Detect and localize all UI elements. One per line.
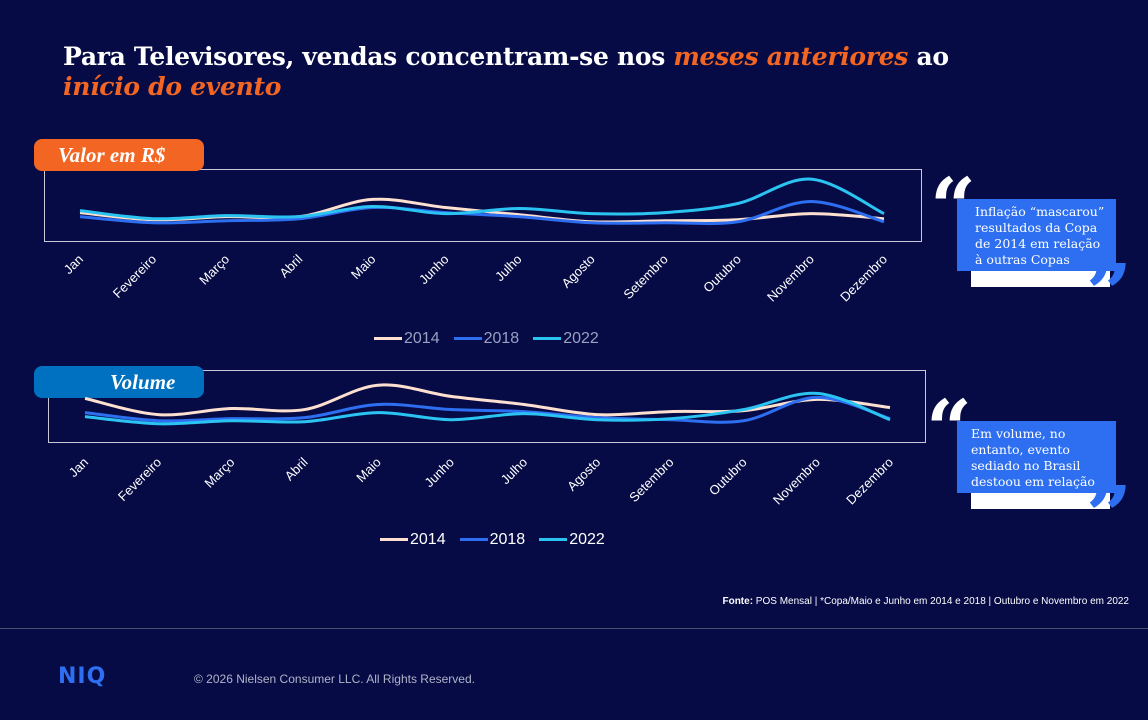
legend-label: 2018 xyxy=(489,531,526,548)
close-quote-icon: ” xyxy=(1086,468,1133,562)
legend-label: 2022 xyxy=(569,531,605,548)
legend-item: 2014 xyxy=(374,330,440,348)
copyright: © 2026 Nielsen Consumer LLC. All Rights … xyxy=(194,672,475,686)
x-tick-label: Setembro xyxy=(620,252,670,302)
x-tick-label: Março xyxy=(201,455,237,491)
legend-valor: 2014 2018 2022 xyxy=(374,330,599,348)
x-tick-label: Abril xyxy=(282,454,311,483)
source-text: POS Mensal | *Copa/Maio e Junho em 2014 … xyxy=(753,596,1129,607)
x-tick-label: Jan xyxy=(66,455,91,480)
x-tick-label: Abril xyxy=(276,251,305,280)
series-line-2018 xyxy=(84,395,891,424)
x-tick-label: Agosto xyxy=(564,455,603,494)
title-text: Para Televisores, vendas concentram-se n… xyxy=(63,42,674,71)
x-tick-label: Outubro xyxy=(700,252,744,296)
legend-swatch xyxy=(374,337,402,341)
x-tick-label: Junho xyxy=(416,252,452,288)
title-highlight: início do evento xyxy=(63,72,282,101)
x-tick-label: Março xyxy=(196,252,232,288)
legend-item: 2018 xyxy=(459,531,526,549)
title-text: ao xyxy=(908,42,949,71)
x-tick-label: Setembro xyxy=(626,455,676,505)
title-highlight: meses anteriores xyxy=(673,42,909,71)
legend-swatch xyxy=(453,337,482,341)
x-tick-label: Fevereiro xyxy=(115,455,164,504)
x-tick-label: Maio xyxy=(353,455,384,486)
x-tick-label: Julho xyxy=(492,252,525,285)
legend-item: 2022 xyxy=(539,531,605,549)
x-tick-label: Dezembro xyxy=(837,252,890,305)
x-tick-label: Outubro xyxy=(706,455,750,499)
legend-swatch xyxy=(533,337,562,341)
close-quote-icon: ” xyxy=(1086,246,1133,340)
source-note: Fonte: POS Mensal | *Copa/Maio e Junho e… xyxy=(722,596,1129,607)
chart-frame-valor xyxy=(44,169,922,242)
chart-frame-volume xyxy=(48,370,926,443)
legend-item: 2014 xyxy=(380,531,446,549)
x-tick-label: Novembro xyxy=(770,455,823,508)
x-tick-label: Jan xyxy=(61,252,86,277)
legend-swatch xyxy=(539,538,568,542)
open-quote-icon: “ xyxy=(930,160,977,254)
chart-title-volume: Volume xyxy=(34,366,204,398)
legend-item: 2022 xyxy=(533,330,599,348)
x-tick-label: Dezembro xyxy=(843,455,896,508)
series-line-2022 xyxy=(79,177,885,221)
x-tick-label: Agosto xyxy=(559,252,598,291)
legend-item: 2018 xyxy=(453,330,520,348)
series-line-2014 xyxy=(84,383,891,417)
page-title: Para Televisores, vendas concentram-se n… xyxy=(63,42,949,102)
x-tick-label: Fevereiro xyxy=(110,252,159,301)
legend-label: 2022 xyxy=(563,330,599,347)
open-quote-icon: “ xyxy=(926,382,973,476)
source-label: Fonte: xyxy=(722,596,754,607)
x-tick-label: Julho xyxy=(498,455,531,488)
legend-swatch xyxy=(459,538,488,542)
legend-label: 2014 xyxy=(404,330,440,347)
legend-label: 2018 xyxy=(483,330,520,347)
series-line-2022 xyxy=(84,391,891,426)
chart-title-valor: Valor em R$ xyxy=(34,139,204,171)
legend-label: 2014 xyxy=(410,531,446,548)
quote-box-2: Em volume, no entanto, evento sediado no… xyxy=(957,421,1116,505)
x-tick-label: Junho xyxy=(421,455,457,491)
footer-divider xyxy=(0,628,1148,629)
series-line-2018 xyxy=(79,199,885,226)
x-tick-label: Maio xyxy=(348,252,379,283)
quote-box-1: Inflação “mascarou” resultados da Copa d… xyxy=(957,199,1116,271)
x-tick-label: Novembro xyxy=(764,252,817,305)
legend-swatch xyxy=(380,538,408,542)
legend-volume: 2014 2018 2022 xyxy=(380,531,605,549)
niq-logo: NIQ xyxy=(58,664,107,689)
